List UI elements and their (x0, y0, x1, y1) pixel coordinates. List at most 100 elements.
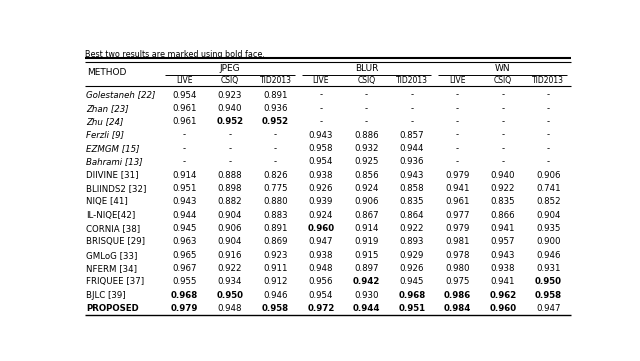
Text: FRIQUEE [37]: FRIQUEE [37] (86, 277, 145, 286)
Text: 0.930: 0.930 (354, 291, 379, 300)
Text: 0.926: 0.926 (308, 184, 333, 193)
Text: 0.924: 0.924 (354, 184, 379, 193)
Text: CORNIA [38]: CORNIA [38] (86, 224, 141, 233)
Text: -: - (501, 91, 504, 100)
Text: 0.940: 0.940 (218, 104, 243, 113)
Text: 0.961: 0.961 (172, 117, 197, 126)
Text: 0.858: 0.858 (399, 184, 424, 193)
Text: 0.947: 0.947 (536, 304, 561, 313)
Text: 0.967: 0.967 (172, 264, 197, 273)
Text: LIVE: LIVE (313, 75, 329, 84)
Text: -: - (456, 104, 459, 113)
Text: GMLoG [33]: GMLoG [33] (86, 251, 138, 260)
Text: -: - (183, 157, 186, 166)
Text: 0.984: 0.984 (444, 304, 471, 313)
Text: -: - (547, 131, 550, 140)
Text: 0.943: 0.943 (308, 131, 333, 140)
Text: 0.906: 0.906 (218, 224, 243, 233)
Text: 0.954: 0.954 (172, 91, 197, 100)
Text: CSIQ: CSIQ (357, 75, 376, 84)
Text: TID2013: TID2013 (396, 75, 428, 84)
Text: CSIQ: CSIQ (494, 75, 512, 84)
Text: 0.891: 0.891 (263, 91, 288, 100)
Text: 0.945: 0.945 (399, 277, 424, 286)
Text: 0.911: 0.911 (263, 264, 288, 273)
Text: 0.979: 0.979 (445, 224, 470, 233)
Text: 0.904: 0.904 (218, 210, 243, 219)
Text: 0.882: 0.882 (218, 197, 243, 206)
Text: 0.979: 0.979 (171, 304, 198, 313)
Text: 0.941: 0.941 (491, 277, 515, 286)
Text: 0.852: 0.852 (536, 197, 561, 206)
Text: 0.904: 0.904 (218, 237, 243, 246)
Text: 0.954: 0.954 (308, 291, 333, 300)
Text: -: - (410, 117, 413, 126)
Text: 0.924: 0.924 (308, 210, 333, 219)
Text: 0.922: 0.922 (399, 224, 424, 233)
Text: 0.961: 0.961 (445, 197, 470, 206)
Text: Ferzli [9]: Ferzli [9] (86, 131, 124, 140)
Text: BLIINDS2 [32]: BLIINDS2 [32] (86, 184, 147, 193)
Text: -: - (410, 104, 413, 113)
Text: BLUR: BLUR (355, 64, 378, 73)
Text: -: - (228, 144, 232, 153)
Text: 0.925: 0.925 (354, 157, 379, 166)
Text: -: - (501, 144, 504, 153)
Text: -: - (456, 117, 459, 126)
Text: 0.952: 0.952 (216, 117, 244, 126)
Text: 0.958: 0.958 (308, 144, 333, 153)
Text: 0.941: 0.941 (491, 224, 515, 233)
Text: -: - (456, 157, 459, 166)
Text: -: - (501, 104, 504, 113)
Text: 0.943: 0.943 (491, 251, 515, 260)
Text: 0.857: 0.857 (399, 131, 424, 140)
Text: 0.916: 0.916 (218, 251, 243, 260)
Text: -: - (547, 117, 550, 126)
Text: -: - (456, 91, 459, 100)
Text: 0.914: 0.914 (354, 224, 379, 233)
Text: 0.936: 0.936 (399, 157, 424, 166)
Text: -: - (365, 117, 368, 126)
Text: Golestaneh [22]: Golestaneh [22] (86, 91, 156, 100)
Text: WN: WN (495, 64, 511, 73)
Text: 0.951: 0.951 (172, 184, 197, 193)
Text: 0.931: 0.931 (536, 264, 561, 273)
Text: NFERM [34]: NFERM [34] (86, 264, 138, 273)
Text: 0.986: 0.986 (444, 291, 471, 300)
Text: 0.888: 0.888 (218, 171, 243, 179)
Text: -: - (547, 157, 550, 166)
Text: -: - (365, 104, 368, 113)
Text: -: - (183, 131, 186, 140)
Text: 0.960: 0.960 (489, 304, 516, 313)
Text: -: - (410, 91, 413, 100)
Text: 0.898: 0.898 (218, 184, 243, 193)
Text: 0.947: 0.947 (308, 237, 333, 246)
Text: -: - (547, 104, 550, 113)
Text: -: - (365, 91, 368, 100)
Text: -: - (228, 131, 232, 140)
Text: 0.948: 0.948 (218, 304, 243, 313)
Text: 0.835: 0.835 (490, 197, 515, 206)
Text: 0.963: 0.963 (172, 237, 197, 246)
Text: 0.940: 0.940 (491, 171, 515, 179)
Text: Zhan [23]: Zhan [23] (86, 104, 129, 113)
Text: 0.867: 0.867 (354, 210, 379, 219)
Text: 0.912: 0.912 (263, 277, 288, 286)
Text: 0.938: 0.938 (491, 264, 515, 273)
Text: 0.929: 0.929 (400, 251, 424, 260)
Text: 0.934: 0.934 (218, 277, 243, 286)
Text: 0.915: 0.915 (354, 251, 379, 260)
Text: 0.945: 0.945 (172, 224, 197, 233)
Text: 0.864: 0.864 (399, 210, 424, 219)
Text: 0.975: 0.975 (445, 277, 470, 286)
Text: 0.886: 0.886 (354, 131, 379, 140)
Text: Zhu [24]: Zhu [24] (86, 117, 124, 126)
Text: -: - (183, 144, 186, 153)
Text: 0.939: 0.939 (308, 197, 333, 206)
Text: 0.906: 0.906 (536, 171, 561, 179)
Text: 0.965: 0.965 (172, 251, 197, 260)
Text: 0.932: 0.932 (354, 144, 379, 153)
Text: EZMGM [15]: EZMGM [15] (86, 144, 140, 153)
Text: 0.942: 0.942 (353, 277, 380, 286)
Text: -: - (501, 117, 504, 126)
